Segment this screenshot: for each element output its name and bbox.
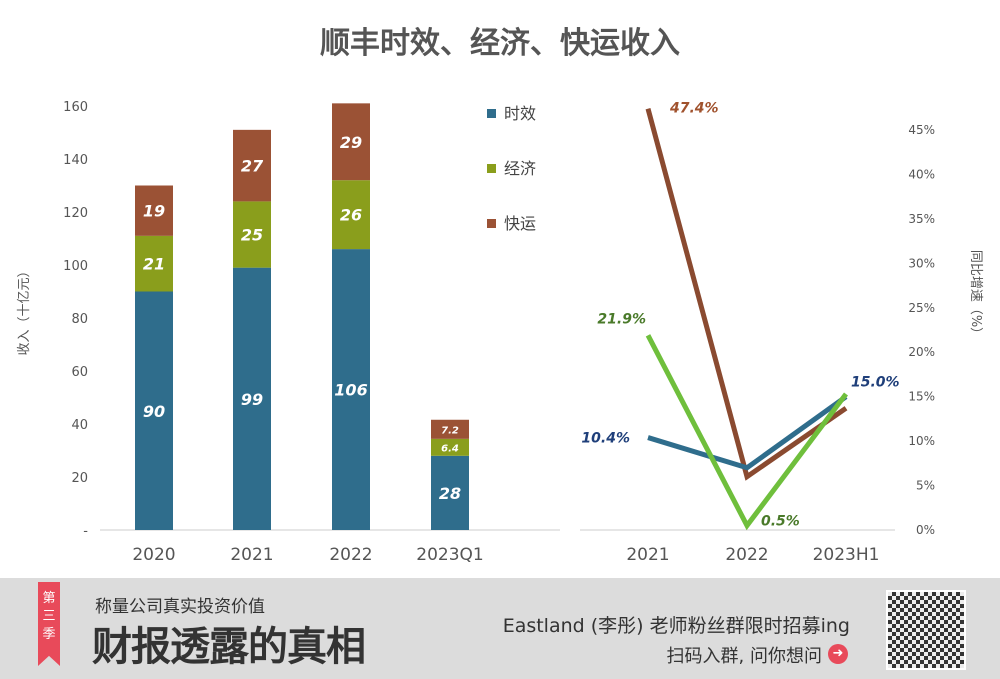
bar-data-label: 25 [241, 226, 263, 245]
qr-code[interactable] [886, 590, 966, 670]
y2-tick-label: 0% [916, 523, 935, 537]
line-data-label: 47.4% [669, 101, 719, 117]
bar-经济 [135, 235, 173, 292]
bar-时效 [332, 249, 370, 530]
legend-label: 快运 [504, 214, 536, 233]
bar-data-label: 21 [143, 255, 165, 274]
x-tick-label: 2023Q1 [416, 545, 483, 565]
x-tick-label: 2020 [132, 545, 175, 565]
line-data-label: 21.9% [597, 311, 646, 327]
y2-tick-label: 20% [908, 345, 935, 359]
bar-快运 [431, 419, 469, 439]
line-时效 [647, 394, 848, 471]
chart-title: 顺丰时效、经济、快运收入 [320, 26, 680, 61]
bar-data-label: 27 [241, 157, 264, 176]
legend-swatch [487, 109, 496, 118]
y2-tick-label: 10% [908, 434, 935, 448]
x-tick-label: 2021 [230, 545, 273, 565]
bar-data-label: 29 [340, 133, 362, 152]
bar-快运 [332, 103, 370, 181]
y-tick-label: 120 [63, 206, 88, 221]
bar-data-label: 90 [143, 402, 165, 421]
bar-快运 [233, 129, 271, 202]
bar-经济 [233, 201, 271, 268]
y-tick-label: 160 [63, 100, 88, 115]
x-tick-label: 2022 [329, 545, 372, 565]
legend-swatch [487, 219, 496, 228]
line-data-label: 0.5% [761, 514, 800, 530]
season-ribbon: 第三季 [38, 582, 60, 666]
y-tick-label: - [83, 524, 88, 539]
y-tick-label: 60 [71, 365, 88, 380]
bar-data-label: 28 [439, 484, 461, 503]
line-经济 [645, 334, 848, 531]
y2-tick-label: 25% [908, 301, 935, 315]
y-tick-label: 100 [63, 259, 88, 274]
x-tick-label: 2023H1 [813, 545, 880, 565]
bar-时效 [431, 455, 469, 530]
x-tick-label: 2021 [626, 545, 669, 565]
bar-data-label: 19 [143, 202, 165, 221]
line-快运 [645, 108, 848, 481]
y2-tick-label: 35% [908, 212, 935, 226]
bar-时效 [135, 291, 173, 530]
bar-经济 [431, 438, 469, 456]
bar-data-label: 99 [241, 390, 263, 409]
y2-axis-label: 同比增速（%） [968, 250, 983, 340]
bar-时效 [233, 267, 271, 530]
banner-scan-text: 扫码入群, 问你想问 [666, 646, 822, 667]
arrow-right-circle-icon[interactable]: ➜ [828, 644, 848, 664]
bar-快运 [135, 185, 173, 236]
y2-tick-label: 15% [908, 390, 935, 404]
y-tick-label: 20 [71, 471, 88, 486]
y2-tick-label: 5% [916, 479, 935, 493]
y-tick-label: 80 [71, 312, 88, 327]
legend-swatch [487, 164, 496, 173]
bar-data-label: 6.4 [441, 443, 459, 454]
banner-slogan: 称量公司真实投资价值 [95, 597, 265, 617]
y-tick-label: 40 [71, 418, 88, 433]
y2-tick-label: 45% [908, 123, 935, 137]
promo-banner: 第三季 称量公司真实投资价值 财报透露的真相 Eastland (李彤) 老师粉… [0, 578, 1000, 679]
chart-area: - 20 40 60 80 100 120 140 160 收入（十亿元） 2020 90 21 19 20… [17, 100, 983, 565]
legend-label: 经济 [504, 159, 536, 178]
y-tick-label: 140 [63, 153, 88, 168]
bar-经济 [332, 180, 370, 250]
banner-promo: Eastland (李彤) 老师粉丝群限时招募ing [502, 615, 850, 637]
line-data-label: 15.0% [851, 375, 900, 391]
legend-label: 时效 [504, 104, 536, 123]
bar-data-label: 26 [340, 206, 362, 225]
bar-data-label: 106 [334, 381, 367, 400]
x-tick-label: 2022 [725, 545, 768, 565]
banner-headline: 财报透露的真相 [92, 623, 366, 670]
line-data-label: 10.4% [581, 431, 630, 447]
y2-tick-label: 30% [908, 256, 935, 270]
y-axis-label: 收入（十亿元） [17, 264, 32, 355]
bar-data-label: 7.2 [441, 425, 459, 436]
y2-tick-label: 40% [908, 167, 935, 181]
